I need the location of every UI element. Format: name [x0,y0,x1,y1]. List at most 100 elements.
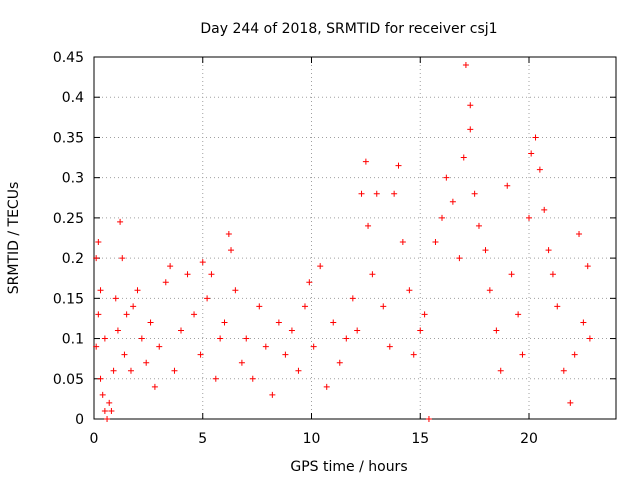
y-tick-label: 0.35 [53,130,84,146]
axis-ticks: 0 0.05 0.1 0.15 0.2 0.25 0.3 0.35 0.4 0.45 0 5 10 15 2… [53,50,616,447]
data-point [121,351,128,358]
data-point [249,375,256,382]
data-point [99,391,106,398]
y-tick-label: 0.1 [62,332,84,348]
data-point [317,263,324,270]
data-point [191,311,198,318]
data-point [225,230,232,237]
data-point [275,319,282,326]
data-point [560,367,567,374]
y-tick-label: 0.45 [53,50,84,66]
data-point [358,190,365,197]
data-point [212,375,219,382]
data-point [369,271,376,278]
chart-title: Day 244 of 2018, SRMTID for receiver csj… [200,21,497,37]
data-point [97,287,104,294]
data-point [425,416,432,422]
data-point [162,279,169,286]
data-point [532,134,539,141]
data-point [519,351,526,358]
y-axis-label: SRMTID / TECUs [6,182,22,295]
data-point [456,255,463,262]
data-point [197,351,204,358]
x-tick-label: 10 [303,431,321,447]
x-tick-label: 0 [90,431,99,447]
data-point [171,367,178,374]
data-point [399,239,406,246]
x-tick-label: 5 [198,431,207,447]
data-point [486,287,493,294]
data-point [571,351,578,358]
data-point [138,335,145,342]
data-point [349,295,356,302]
data-point [114,327,121,334]
data-point [421,311,428,318]
data-point [395,162,402,169]
data-point [301,303,308,310]
data-point [343,335,350,342]
data-point [391,190,398,197]
data-point [95,311,102,318]
data-point [167,263,174,270]
data-point [228,247,235,254]
data-point [467,102,474,109]
data-point [567,399,574,406]
data-point [584,263,591,270]
data-point [515,311,522,318]
data-point [123,311,130,318]
data-points [93,62,593,422]
data-point [554,303,561,310]
data-point [536,166,543,173]
data-point [330,319,337,326]
data-point [443,174,450,181]
y-tick-label: 0.3 [62,171,84,187]
data-point [504,182,511,189]
data-point [101,335,108,342]
x-axis-label: GPS time / hours [290,459,407,475]
data-point [406,287,413,294]
data-point [336,359,343,366]
data-point [119,255,126,262]
data-point [541,206,548,213]
data-point [482,247,489,254]
data-point [217,335,224,342]
data-point [184,271,191,278]
data-point [127,367,134,374]
data-point [156,343,163,350]
data-point [104,416,111,422]
data-point [310,343,317,350]
data-point [178,327,184,334]
data-point [288,327,295,334]
data-point [380,303,387,310]
data-point [386,343,393,350]
data-point [232,287,239,294]
data-point [256,303,263,310]
data-point [362,158,369,165]
data-point [497,367,504,374]
y-tick-label: 0.15 [53,291,84,307]
grid [94,57,616,419]
y-tick-label: 0.4 [62,90,84,106]
data-point [417,327,424,334]
data-point [439,214,445,221]
data-point [354,327,361,334]
data-point [549,271,556,278]
data-point [262,343,269,350]
data-point [93,343,100,350]
data-point [108,407,115,414]
y-tick-label: 0.05 [53,372,84,388]
data-point [576,230,583,237]
y-tick-label: 0 [75,412,84,428]
data-point [208,271,215,278]
data-point [323,383,330,390]
data-point [238,359,245,366]
data-point [528,150,535,157]
data-point [373,190,380,197]
data-point [117,218,124,225]
data-point [151,383,158,390]
data-point [101,407,108,414]
data-point [295,367,302,374]
plot-frame [93,56,617,420]
data-point [475,222,482,229]
